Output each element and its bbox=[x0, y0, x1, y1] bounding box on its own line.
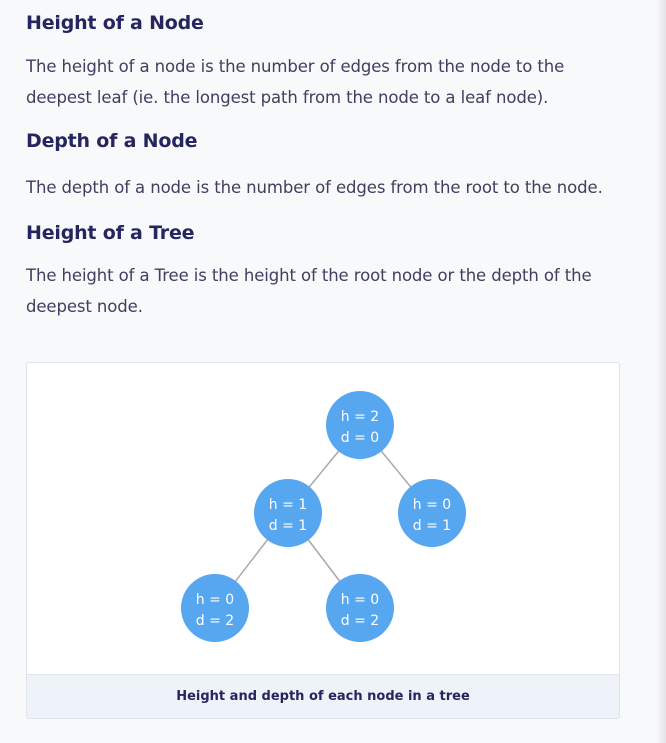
tree-node-root: h = 2 d = 0 bbox=[326, 391, 394, 459]
tree-figure: h = 2 d = 0 h = 1 d = 1 h = 0 d = 1 h = 0 d = 2… bbox=[26, 362, 620, 719]
tree-node-depth-label: d = 2 bbox=[196, 613, 234, 629]
tree-node-depth-label: d = 1 bbox=[269, 518, 307, 534]
tree-node-depth-label: d = 2 bbox=[341, 613, 379, 629]
tree-node-height-label: h = 0 bbox=[413, 497, 451, 513]
tree-node-right: h = 0 d = 1 bbox=[398, 479, 466, 547]
heading-depth-of-node: Depth of a Node bbox=[26, 130, 197, 152]
tree-node-height-label: h = 2 bbox=[341, 409, 379, 425]
tree-node-depth-label: d = 0 bbox=[341, 430, 379, 446]
tree-node-depth-label: d = 1 bbox=[413, 518, 451, 534]
tree-node-left-right: h = 0 d = 2 bbox=[326, 574, 394, 642]
tree-node-height-label: h = 1 bbox=[269, 497, 307, 513]
page-edge-shadow bbox=[656, 0, 666, 743]
tree-node-circle bbox=[398, 479, 466, 547]
tree-diagram: h = 2 d = 0 h = 1 d = 1 h = 0 d = 1 h = 0 d = 2… bbox=[27, 363, 620, 676]
figure-caption: Height and depth of each node in a tree bbox=[27, 674, 619, 718]
heading-height-of-node: Height of a Node bbox=[26, 12, 204, 34]
heading-height-of-tree: Height of a Tree bbox=[26, 222, 194, 244]
tree-node-circle bbox=[254, 479, 322, 547]
tree-node-circle bbox=[181, 574, 249, 642]
tree-node-height-label: h = 0 bbox=[341, 592, 379, 608]
tree-node-circle bbox=[326, 574, 394, 642]
paragraph-height-of-node: The height of a node is the number of ed… bbox=[26, 51, 621, 113]
paragraph-height-of-tree: The height of a Tree is the height of th… bbox=[26, 260, 621, 322]
tree-node-left-left: h = 0 d = 2 bbox=[181, 574, 249, 642]
tree-node-circle bbox=[326, 391, 394, 459]
tree-node-left: h = 1 d = 1 bbox=[254, 479, 322, 547]
paragraph-depth-of-node: The depth of a node is the number of edg… bbox=[26, 172, 621, 203]
tree-node-height-label: h = 0 bbox=[196, 592, 234, 608]
